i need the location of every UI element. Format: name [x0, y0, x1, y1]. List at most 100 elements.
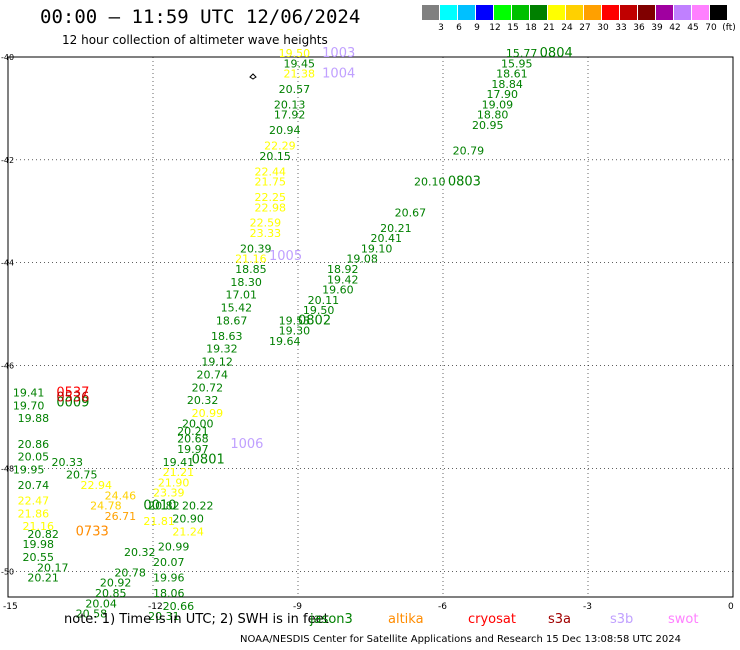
colorbar-swatch — [692, 5, 709, 20]
swh-value: 20.21 — [177, 425, 209, 438]
swh-value: 20.32 — [124, 546, 156, 559]
y-tick-label: -50 — [1, 567, 14, 576]
island-outline — [249, 73, 257, 80]
satellite-legend-item: s3a — [548, 612, 572, 627]
x-tick-label: -6 — [438, 602, 447, 612]
swh-value: 21.24 — [172, 525, 204, 538]
swh-value: 26.71 — [105, 510, 136, 523]
track-time-label: 1004 — [322, 67, 355, 82]
swh-value: 15.95 — [501, 57, 533, 70]
satellite-legend-item: s3b — [610, 612, 634, 627]
swh-value: 20.74 — [197, 368, 229, 381]
colorbar-swatch — [458, 5, 475, 20]
swh-value: 18.67 — [216, 314, 248, 327]
x-tick-label: -15 — [3, 602, 18, 612]
colorbar-swatch — [440, 5, 457, 20]
footer-note: note: 1) Time is in UTC; 2) SWH is in fe… — [64, 612, 329, 627]
swh-value: 17.90 — [487, 88, 519, 101]
swh-value: 21.90 — [158, 476, 190, 489]
colorbar-swatch — [566, 5, 583, 20]
swh-value: 20.86 — [18, 438, 49, 451]
colorbar-swatch — [620, 5, 637, 20]
swh-value: 20.11 — [308, 294, 340, 307]
track-time-label: 0804 — [540, 46, 573, 61]
colorbar-label: 30 — [597, 23, 609, 33]
swh-value: 19.10 — [361, 242, 393, 255]
swh-value: 20.74 — [18, 479, 49, 492]
swh-value: 20.32 — [187, 394, 219, 407]
swh-value: 20.58 — [76, 608, 108, 621]
colorbar-label: 27 — [579, 23, 591, 33]
swh-value: 20.04 — [85, 597, 117, 610]
track-time-label: 0537 — [56, 385, 89, 400]
satellite-legend-item: swot — [668, 612, 699, 627]
track-labels: 1003 1004 1005 1006 0804 0803 0802 0801 0010 0009… — [56, 46, 572, 539]
page-title: 00:00 – 11:59 UTC 12/06/2024 — [40, 6, 361, 28]
x-tick-label: -12 — [148, 602, 163, 612]
swh-value: 19.50 — [303, 304, 335, 317]
swh-value: 22.94 — [81, 479, 113, 492]
swh-value: 24.46 — [105, 489, 136, 502]
colorbar-swatch — [512, 5, 529, 20]
swh-value: 21.16 — [235, 253, 267, 266]
swh-value: 19.45 — [284, 57, 316, 70]
y-tick-label: -46 — [1, 362, 14, 371]
swh-value: 20.22 — [182, 500, 214, 513]
colorbar-swatch — [656, 5, 673, 20]
swh-value: 21.86 — [18, 507, 49, 520]
swh-value: 21.16 — [23, 520, 55, 533]
colorbar-swatch — [494, 5, 511, 20]
track-time-label: 0802 — [298, 313, 331, 328]
swh-value: 18.63 — [211, 330, 243, 343]
colorbar-label: 6 — [456, 23, 462, 33]
swh-value: 20.78 — [114, 566, 146, 579]
swh-value: 19.41 — [13, 386, 45, 399]
swh-value: 15.42 — [221, 302, 253, 315]
swh-value: 20.90 — [172, 512, 204, 525]
x-tick-label: 0 — [728, 602, 734, 612]
colorbar-label: 39 — [651, 23, 663, 33]
swh-value: 18.30 — [230, 276, 261, 289]
swh-value: 22.25 — [255, 191, 287, 204]
colorbar-label: 12 — [489, 23, 501, 33]
swh-value: 20.99 — [192, 407, 224, 420]
track-time-label: 1006 — [230, 437, 263, 452]
swh-value: 20.85 — [95, 587, 127, 600]
swh-value: 20.75 — [66, 469, 98, 482]
swh-value: 19.12 — [201, 356, 233, 369]
swh-value: 21.75 — [255, 176, 287, 189]
colorbar-swatch — [548, 5, 565, 20]
colorbar-swatch — [584, 5, 601, 20]
swh-value: 19.88 — [18, 412, 49, 425]
y-tick-label: -44 — [1, 259, 14, 268]
map-frame — [7, 56, 734, 598]
swh-value: 23.39 — [153, 487, 185, 500]
axis-ticks: -40 -42 -44 -46 -48 -50 -15 -12 -9 -6 -3 0 — [1, 53, 734, 612]
swh-value: 21.21 — [163, 466, 195, 479]
track-time-label: 0733 — [76, 524, 109, 539]
colorbar-swatch — [710, 5, 727, 20]
swh-value: 20.82 — [27, 528, 59, 541]
swh-value: 17.01 — [226, 289, 258, 302]
credit-line: NOAA/NESDIS Center for Satellite Applica… — [240, 634, 682, 645]
colorbar-swatch — [422, 5, 439, 20]
swh-value: 22.47 — [18, 494, 49, 507]
y-tick-label: -48 — [1, 464, 14, 473]
satellite-legend-item: jason3 — [310, 612, 353, 627]
swh-value: 19.30 — [279, 325, 311, 338]
swh-value: 18.80 — [477, 109, 509, 122]
colorbar-label: 15 — [507, 23, 519, 33]
swh-value: 20.39 — [240, 242, 272, 255]
swh-value: 20.21 — [380, 222, 412, 235]
swh-value: 20.33 — [52, 456, 84, 469]
swh-value: 22.44 — [255, 165, 287, 178]
swh-value: 19.32 — [206, 343, 238, 356]
swh-value: 19.42 — [327, 273, 359, 286]
colorbar-swatch — [638, 5, 655, 20]
colorbar-label: 36 — [633, 23, 645, 33]
swh-value: 17.92 — [274, 109, 306, 122]
track-time-label: 1005 — [269, 249, 302, 264]
swh-value: 18.85 — [235, 263, 267, 276]
swh-value: 18.92 — [327, 263, 359, 276]
swh-value: 19.60 — [322, 284, 354, 297]
